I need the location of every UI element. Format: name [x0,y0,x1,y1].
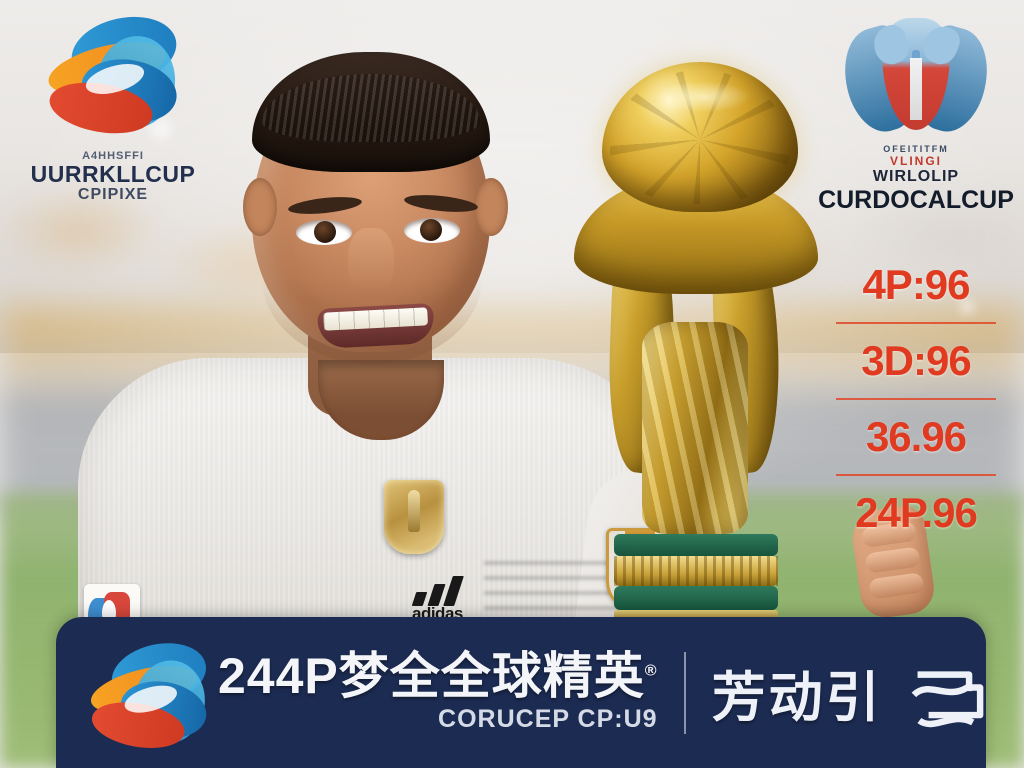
player-ear-left [243,178,277,236]
player-pupil-left [314,221,336,243]
score-row: 4P:96 [836,248,996,322]
banner-headline-text: 244P梦全全球精英 [218,648,645,704]
banner-text-block: 244P梦全全球精英® CORUCEP CP:U9 [218,651,658,734]
trophy-globe [602,62,798,212]
left-emblem-line-large: UURRKLLCUP [30,161,196,187]
right-emblem-big-text: CURDOCALCUP [818,186,1014,214]
score-row: 3D:96 [836,324,996,398]
swirl-globe-icon [43,7,183,144]
score-divider [836,398,996,400]
score-divider [836,322,996,324]
bokeh-dot [960,300,974,314]
player-nose [348,228,394,300]
registered-mark: ® [644,662,658,680]
left-emblem-line-small: A4HHSFFI [82,150,144,162]
trophy-stem [642,322,748,534]
player-hair [252,52,490,172]
score-value: 24P.96 [855,489,978,536]
score-list: 4P:96 3D:96 36.96 24P.96 [836,248,996,550]
player-teeth [323,307,429,331]
shield-eagle-icon [832,14,1000,144]
bottom-banner: 244P梦全全球精英® CORUCEP CP:U9 芳动引 [56,617,986,768]
trophy-base [614,534,778,624]
banner-divider [683,651,686,734]
world-cup-trophy-icon [568,62,820,624]
banner-subline: CORUCEP CP:U9 [438,705,658,733]
bokeh-dot [150,118,172,140]
stylized-s-mark-icon [899,647,995,739]
right-emblem-arc-text: OFEITITFM [883,144,949,154]
score-value: 3D:96 [861,337,971,384]
left-emblem: A4HHSFFI UURRKLLCUP CPIPIXE [18,7,208,216]
left-emblem-line-medium: CPIPIXE [77,186,149,204]
banner-brand-text: 芳动引 [711,668,883,728]
player-pupil-right [420,219,442,241]
right-emblem-red-text: VLINGI [889,154,942,168]
banner-headline: 244P梦全全球精英® [218,651,658,701]
left-emblem-text: A4HHSFFI UURRKLLCUP CPIPIXE [18,150,208,204]
score-value: 36.96 [865,413,967,460]
score-value: 4P:96 [862,261,970,308]
player-portrait: adidas [78,28,938,676]
score-row: 24P.96 [836,476,996,550]
right-emblem-mid-text: WIRLOLIP [872,168,960,185]
world-cup-winner-badge-icon [384,480,444,554]
swirl-globe-icon [86,634,212,755]
adidas-logo-icon: adidas [411,576,478,623]
score-divider [836,474,996,476]
banner-logo [82,634,212,755]
right-emblem: OFEITITFM VLINGI WIRLOLIP CURDOCALCUP [816,14,1016,224]
score-row: 36.96 [836,400,996,474]
player-ear-right [474,178,508,236]
